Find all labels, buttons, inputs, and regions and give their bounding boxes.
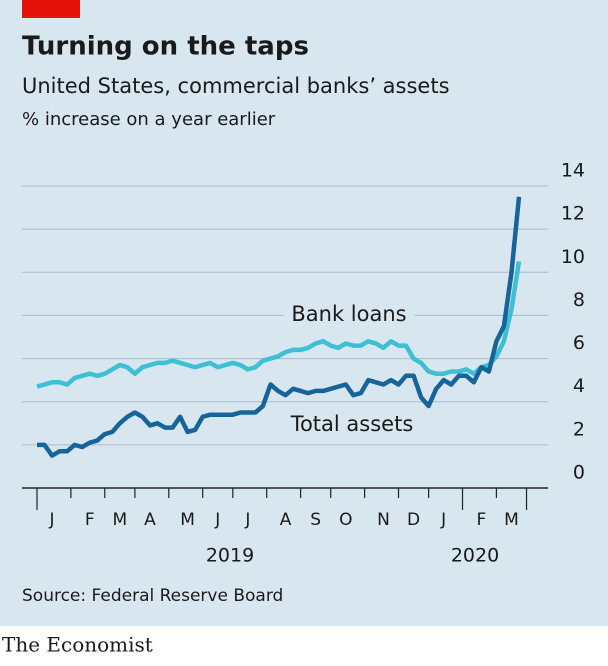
y-axis-label: % increase on a year earlier	[22, 109, 276, 130]
x-tick-label: M	[504, 510, 519, 530]
y-tick-label: 8	[573, 289, 585, 311]
year-label: 2020	[451, 545, 499, 567]
y-tick-label: 6	[573, 332, 585, 354]
source: Source: Federal Reserve Board	[22, 586, 283, 606]
x-tick-label: F	[476, 510, 486, 530]
x-tick-label: D	[407, 510, 420, 530]
x-tick-label: J	[244, 510, 250, 530]
series-label-background	[283, 302, 415, 326]
y-tick-label: 12	[561, 203, 585, 225]
y-tick-label: 0	[573, 462, 585, 484]
x-tick-label: J	[49, 510, 55, 530]
x-tick-label: A	[144, 510, 156, 530]
brand: The Economist	[2, 633, 153, 657]
year-label: 2019	[206, 545, 254, 567]
x-tick-label: M	[180, 510, 195, 530]
x-tick-label: S	[310, 510, 321, 530]
chart-title: Turning on the taps	[22, 32, 309, 62]
footer-background	[0, 626, 608, 662]
x-tick-label: M	[113, 510, 128, 530]
red-tag	[22, 0, 80, 18]
x-tick-label: N	[377, 510, 390, 530]
series-line	[37, 196, 522, 458]
y-tick-label: 14	[561, 160, 585, 182]
x-tick-label: J	[214, 510, 220, 530]
y-tick-label: 10	[561, 246, 585, 268]
x-tick-label: O	[339, 510, 352, 530]
series-line	[36, 261, 522, 389]
x-tick-label: J	[440, 510, 446, 530]
series-label: Bank loans	[291, 302, 406, 326]
y-tick-label: 4	[573, 375, 585, 397]
series-label: Total assets	[290, 412, 414, 436]
chart-subtitle: United States, commercial banks’ assets	[22, 74, 450, 98]
x-tick-label: A	[280, 510, 292, 530]
y-tick-label: 2	[573, 418, 585, 440]
x-tick-label: F	[85, 510, 95, 530]
